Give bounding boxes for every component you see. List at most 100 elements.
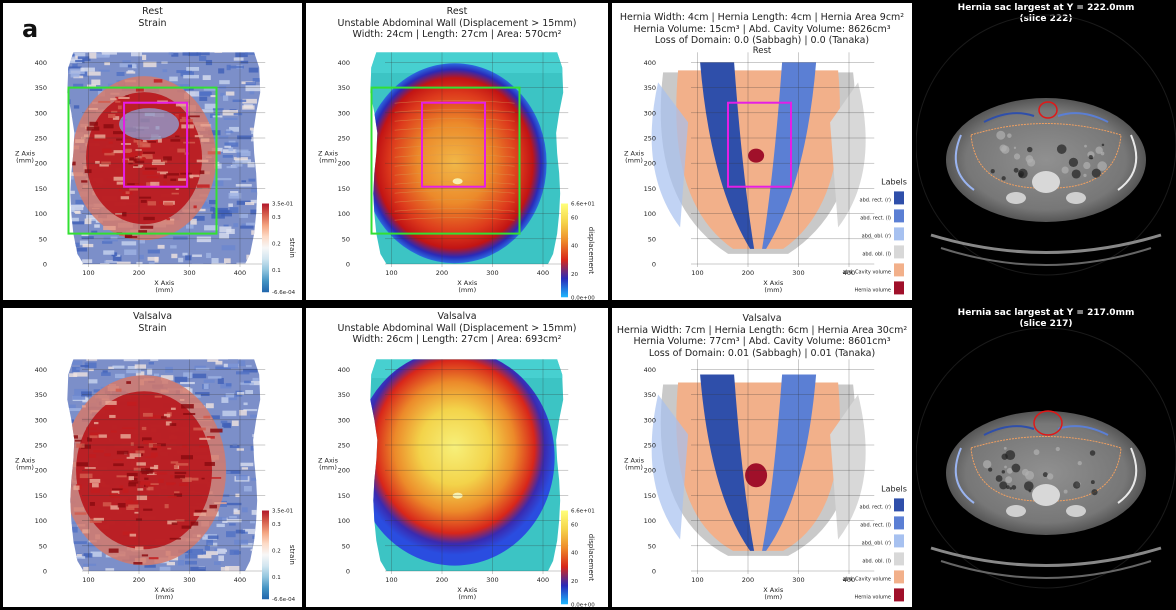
scanner-table: [940, 247, 1152, 266]
bowel-detail: [1101, 143, 1105, 147]
z-tick-label: 250: [35, 135, 47, 143]
legend-swatch: [894, 281, 904, 295]
panel-valsalva-displacement: Valsalva Unstable Abdominal Wall (Displa…: [306, 308, 608, 607]
strain-plot: 100 200 300 400 0 50 100 150 200 250 300 350 400 X Ax…: [15, 359, 296, 603]
scanner-fov: [916, 14, 1176, 276]
title-line: Valsalva: [742, 313, 782, 324]
bowel-detail: [1091, 168, 1101, 178]
colorbar-max: 3.5e-01: [272, 509, 293, 515]
legend-label: abd. obl. (l): [862, 251, 891, 257]
rectus-right: [700, 374, 755, 551]
bowel-detail: [1013, 146, 1017, 150]
legend-label: abd. Cavity volume: [842, 576, 891, 582]
colorbar-title: strain: [288, 545, 296, 565]
scanner-table: [940, 560, 1152, 579]
rectus-outline-left: [1057, 112, 1109, 123]
z-tick-label: 350: [644, 391, 656, 399]
z-tick-label: 300: [35, 109, 47, 117]
bowel-detail: [1018, 173, 1023, 178]
legend-label: abd. obl. (r): [862, 233, 891, 239]
bowel-detail: [982, 460, 992, 469]
strain-surface: [67, 52, 261, 264]
panel-valsalva-strain: Valsalva Strain 100 200 300 400 0 50 100 150 200…: [3, 308, 302, 607]
bowel-detail: [1027, 146, 1033, 153]
colorbar-max: 6.6e+01: [571, 202, 595, 208]
title-line: Valsalva: [132, 311, 173, 322]
title-line: Hernia Volume: 15cm³ | Abd. Cavity Volum…: [633, 23, 891, 35]
colorbar-tick: 60: [571, 523, 578, 529]
bowel-detail: [988, 467, 993, 472]
z-tick-label: 150: [338, 185, 350, 193]
z-tick-label: 200: [338, 160, 350, 168]
bowel-detail: [1071, 169, 1081, 179]
scanner-table: [930, 546, 1162, 567]
labels-plot: 100 200 300 400 0 50 100 150 200 250 300 350 400 X Ax…: [624, 52, 907, 295]
x-tick-label: 100: [691, 269, 703, 277]
bowel-detail: [1006, 467, 1013, 474]
legend-label: abd. rect. (r): [860, 197, 892, 203]
bowel-detail: [1001, 145, 1010, 154]
z-tick-label: 50: [648, 542, 656, 550]
title-line: Unstable Abdominal Wall (Displacement > …: [337, 17, 577, 29]
legend-swatch: [894, 534, 904, 548]
panel-title: Valsalva Unstable Abdominal Wall (Displa…: [306, 311, 608, 346]
z-tick-label: 50: [342, 235, 350, 243]
legend-label: Hernia volume: [854, 287, 891, 293]
bowel-detail: [1077, 460, 1082, 466]
legend-label: abd. rect. (r): [860, 504, 892, 510]
ct-title-line: Hernia sac largest at Y = 217.0mm: [957, 308, 1135, 318]
z-axis-label: Z Axis: [15, 150, 36, 158]
x-tick-label: 200: [742, 576, 754, 584]
ct-title-line: (slice 222): [1019, 14, 1073, 24]
z-axis-unit: (mm): [319, 157, 337, 165]
z-axis-unit: (mm): [16, 157, 34, 165]
x-tick-label: 300: [792, 576, 804, 584]
legend-swatch: [894, 588, 904, 602]
z-tick-label: 100: [338, 210, 350, 218]
bowel-detail: [1025, 470, 1035, 480]
hernia-outline: [1033, 410, 1063, 436]
title-line: Hernia Width: 7cm | Hernia Length: 6cm |…: [616, 324, 908, 336]
panel-rest-labels: Hernia Width: 4cm | Hernia Length: 4cm |…: [612, 3, 912, 300]
z-axis-label: Z Axis: [624, 457, 645, 465]
x-axis-label: X Axis: [457, 279, 478, 287]
x-axis-label: X Axis: [154, 586, 175, 594]
z-tick-label: 350: [644, 84, 656, 92]
legend-swatch: [894, 191, 904, 205]
z-tick-label: 50: [648, 235, 656, 243]
x-axis-unit: (mm): [458, 286, 476, 294]
bowel-detail: [1095, 146, 1103, 154]
vertebra: [1032, 484, 1060, 506]
bowel-detail: [1007, 133, 1012, 138]
bowel-detail: [1001, 176, 1006, 181]
bowel-detail: [1005, 476, 1013, 484]
bowel-detail: [1003, 446, 1007, 450]
colorbar-tick: 0.1: [272, 268, 281, 274]
title-line: Loss of Domain: 0.01 (Sabbagh) | 0.01 (T…: [648, 347, 876, 359]
bowel-detail: [1083, 173, 1087, 178]
panel-rest-strain: a Rest Strain 100 200 300 400 0 50 100 150 200 25…: [3, 3, 302, 300]
colorbar-tick: 40: [571, 244, 578, 250]
x-tick-label: 400: [537, 576, 549, 584]
z-tick-label: 0: [43, 261, 47, 269]
x-axis-label: X Axis: [154, 279, 175, 287]
panel-title: Rest Unstable Abdominal Wall (Displaceme…: [306, 6, 608, 41]
colorbar-title: displacement: [587, 534, 595, 581]
colorbar-min: 0.0e+00: [571, 602, 595, 607]
colorbar-tick: 20: [571, 272, 578, 278]
z-tick-label: 150: [644, 185, 656, 193]
rectus-outline-right: [983, 112, 1035, 123]
z-tick-label: 350: [338, 84, 350, 92]
bowel-detail: [1073, 481, 1081, 489]
unstable-region-box: [370, 86, 521, 235]
hernia-region-box: [123, 101, 189, 188]
x-axis-label: X Axis: [457, 586, 478, 594]
title-line: Rest: [752, 45, 772, 56]
bowel-detail: [1100, 151, 1105, 156]
x-tick-label: 100: [385, 576, 397, 584]
ct-title: Hernia sac largest at Y = 217.0mm (slice…: [916, 308, 1176, 330]
strain-surface: [67, 359, 261, 571]
x-axis-unit: (mm): [764, 593, 782, 601]
z-tick-label: 250: [338, 135, 350, 143]
oblique-outline-right: [954, 447, 975, 504]
